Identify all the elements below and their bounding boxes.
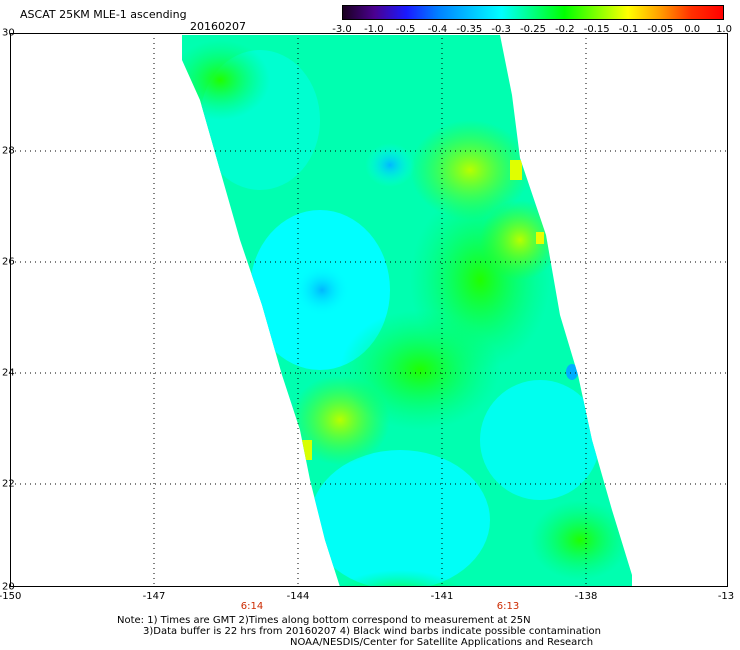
lon-label-147: -147 [142, 591, 166, 602]
plot-frame [10, 33, 728, 587]
lon-label-135: -13 [717, 591, 735, 602]
colorbar-label: -0.15 [583, 24, 610, 35]
lon-label-144: -144 [286, 591, 310, 602]
lat-label-22: 22 [2, 478, 15, 490]
lat-label-24: 24 [2, 367, 15, 379]
colorbar-label: -3.0 [332, 24, 352, 35]
colorbar-label: -0.2 [555, 24, 575, 35]
colorbar-label: 1.0 [716, 24, 732, 35]
lat-label-28: 28 [2, 145, 15, 157]
lat-label-30: 30 [2, 27, 15, 39]
lon-label-150: -150 [0, 591, 22, 602]
colorbar-label: -0.35 [456, 24, 483, 35]
colorbar-label: -0.5 [395, 24, 416, 35]
note-line-2: 3)Data buffer is 22 hrs from 20160207 4)… [143, 626, 601, 637]
colorbar-label: -0.4 [427, 24, 448, 35]
note-line-1: Note: 1) Times are GMT 2)Times along bot… [117, 615, 531, 626]
colorbar-label: -0.05 [647, 24, 674, 35]
colorbar-label: -0.3 [491, 24, 511, 35]
time-label-2: 6:13 [496, 601, 520, 612]
colorbar [342, 5, 724, 20]
map-title: ASCAT 25KM MLE-1 ascending [20, 8, 187, 21]
lon-label-141: -141 [430, 591, 454, 602]
lat-label-26: 26 [2, 256, 15, 268]
note-line-3: NOAA/NESDIS/Center for Satellite Applica… [290, 637, 594, 648]
colorbar-label: -0.1 [618, 24, 639, 35]
lat-label-20: 20 [2, 581, 15, 593]
lon-label-138: -138 [574, 591, 598, 602]
colorbar-label: -1.0 [364, 24, 384, 35]
colorbar-label: -0.25 [520, 24, 546, 35]
colorbar-label: 0.0 [684, 24, 701, 35]
map-date: 20160207 [190, 20, 246, 33]
time-label-1: 6:14 [240, 601, 264, 612]
